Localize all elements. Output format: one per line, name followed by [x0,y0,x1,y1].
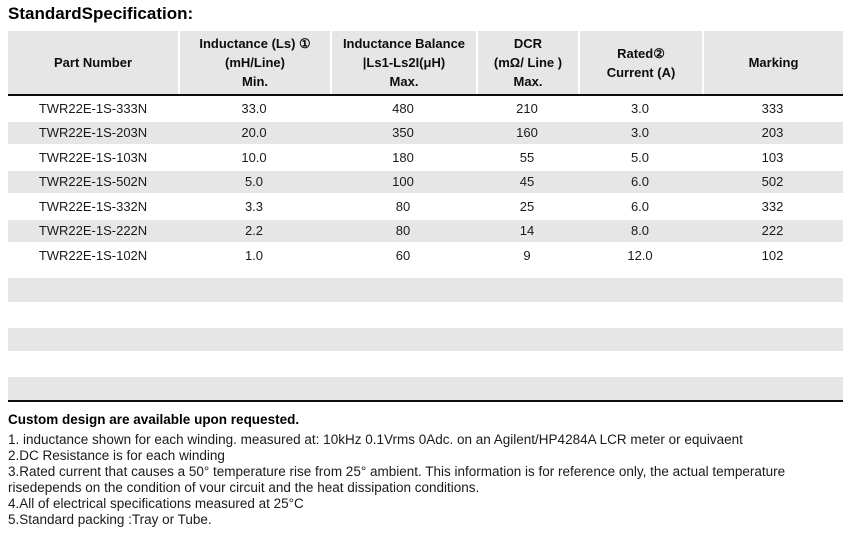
cell-inductance: 2.2 [244,223,264,239]
cell-inductance-balance: 60 [395,247,411,263]
cell-inductance-balance: 80 [395,223,411,239]
cell-marking: 203 [761,125,784,141]
cell-inductance-balance: 350 [392,125,414,141]
note-line-2: 2.DC Resistance is for each winding [8,447,225,463]
empty-row [8,302,843,328]
header-line: (mΩ/ Line ) [493,55,563,70]
table-header-row: Part Number Inductance (Ls) ① (mH/Line) … [8,31,843,96]
spec-table: Part Number Inductance (Ls) ① (mH/Line) … [8,31,843,402]
note-line-5: 5.Standard packing :Tray or Tube. [8,511,212,527]
note-line-3-cont: risedepends on the condition of vour cir… [8,479,480,495]
page-title: StandardSpecification: [8,4,194,23]
header-line: Part Number [53,55,133,70]
cell-rated-current: 6.0 [630,198,650,214]
header-line: Max. [513,74,543,89]
cell-inductance: 10.0 [241,149,267,165]
table-row: TWR22E-1S-333N 33.0 480 210 3.0 333 [8,96,843,121]
cell-inductance: 3.3 [244,198,264,214]
cell-marking: 333 [761,100,784,116]
cell-marking: 103 [761,149,784,165]
cell-part-number: TWR22E-1S-502N [38,174,148,190]
cell-inductance-balance: 180 [392,149,414,165]
header-line: Rated② [617,45,665,61]
empty-row-shaded [8,277,843,302]
cell-dcr: 55 [519,149,535,165]
table-row: TWR22E-1S-332N 3.3 80 25 6.0 332 [8,194,843,219]
header-line: DCR [513,36,543,51]
cell-rated-current: 3.0 [630,100,650,116]
cell-inductance: 1.0 [244,247,264,263]
cell-rated-current: 8.0 [630,223,650,239]
cell-dcr: 160 [516,125,538,141]
cell-inductance-balance: 480 [392,100,414,116]
header-line: Max. [389,74,419,89]
header-line: (mH/Line) [225,55,285,70]
header-line: Inductance Balance [342,36,466,51]
cell-part-number: TWR22E-1S-102N [38,247,148,263]
cell-part-number: TWR22E-1S-103N [38,149,148,165]
cell-dcr: 25 [519,198,535,214]
column-header-inductance-balance: Inductance Balance |Ls1-Ls2I(μH) Max. [330,31,476,94]
header-line: Min. [242,74,268,89]
cell-marking: 222 [761,223,784,239]
table-row: TWR22E-1S-502N 5.0 100 45 6.0 502 [8,170,843,195]
cell-dcr: 9 [523,247,531,263]
cell-dcr: 14 [519,223,535,239]
cell-marking: 102 [761,247,784,263]
table-row: TWR22E-1S-203N 20.0 350 160 3.0 203 [8,121,843,146]
header-line: Current (A) [606,64,676,80]
cell-inductance: 20.0 [241,125,267,141]
empty-row [8,351,843,377]
cell-inductance-balance: 80 [395,198,411,214]
cell-rated-current: 3.0 [630,125,650,141]
header-line: Marking [748,55,799,70]
cell-part-number: TWR22E-1S-333N [38,100,148,116]
table-row: TWR22E-1S-103N 10.0 180 55 5.0 103 [8,145,843,170]
cell-inductance: 5.0 [244,174,264,190]
table-row: TWR22E-1S-102N 1.0 60 9 12.0 102 [8,243,843,268]
header-line: Inductance (Ls) ① [199,36,311,51]
empty-row-spacer [8,268,843,278]
cell-dcr: 210 [516,100,538,116]
note-line-4: 4.All of electrical specifications measu… [8,495,304,511]
cell-marking: 332 [761,198,784,214]
cell-rated-current: 12.0 [627,247,653,263]
column-header-rated-current: Rated② Current (A) [578,31,702,94]
notes-heading: Custom design are available upon request… [8,411,300,427]
note-line-3: 3.Rated current that causes a 50° temper… [8,463,786,479]
cell-rated-current: 5.0 [630,149,650,165]
cell-dcr: 45 [519,174,535,190]
footnotes: Custom design are available upon request… [8,412,850,528]
empty-row-shaded [8,376,843,400]
column-header-part-number: Part Number [8,31,178,94]
cell-inductance-balance: 100 [392,174,414,190]
note-line-1: 1. inductance shown for each winding. me… [8,431,743,447]
cell-part-number: TWR22E-1S-222N [38,223,148,239]
cell-rated-current: 6.0 [630,174,650,190]
cell-inductance: 33.0 [241,100,267,116]
column-header-marking: Marking [702,31,843,94]
header-line: |Ls1-Ls2I(μH) [362,55,446,70]
table-row: TWR22E-1S-222N 2.2 80 14 8.0 222 [8,219,843,244]
cell-part-number: TWR22E-1S-203N [38,125,148,141]
empty-row-shaded [8,327,843,351]
column-header-inductance: Inductance (Ls) ① (mH/Line) Min. [178,31,330,94]
column-header-dcr: DCR (mΩ/ Line ) Max. [476,31,578,94]
cell-marking: 502 [761,174,784,190]
cell-part-number: TWR22E-1S-332N [38,198,148,214]
